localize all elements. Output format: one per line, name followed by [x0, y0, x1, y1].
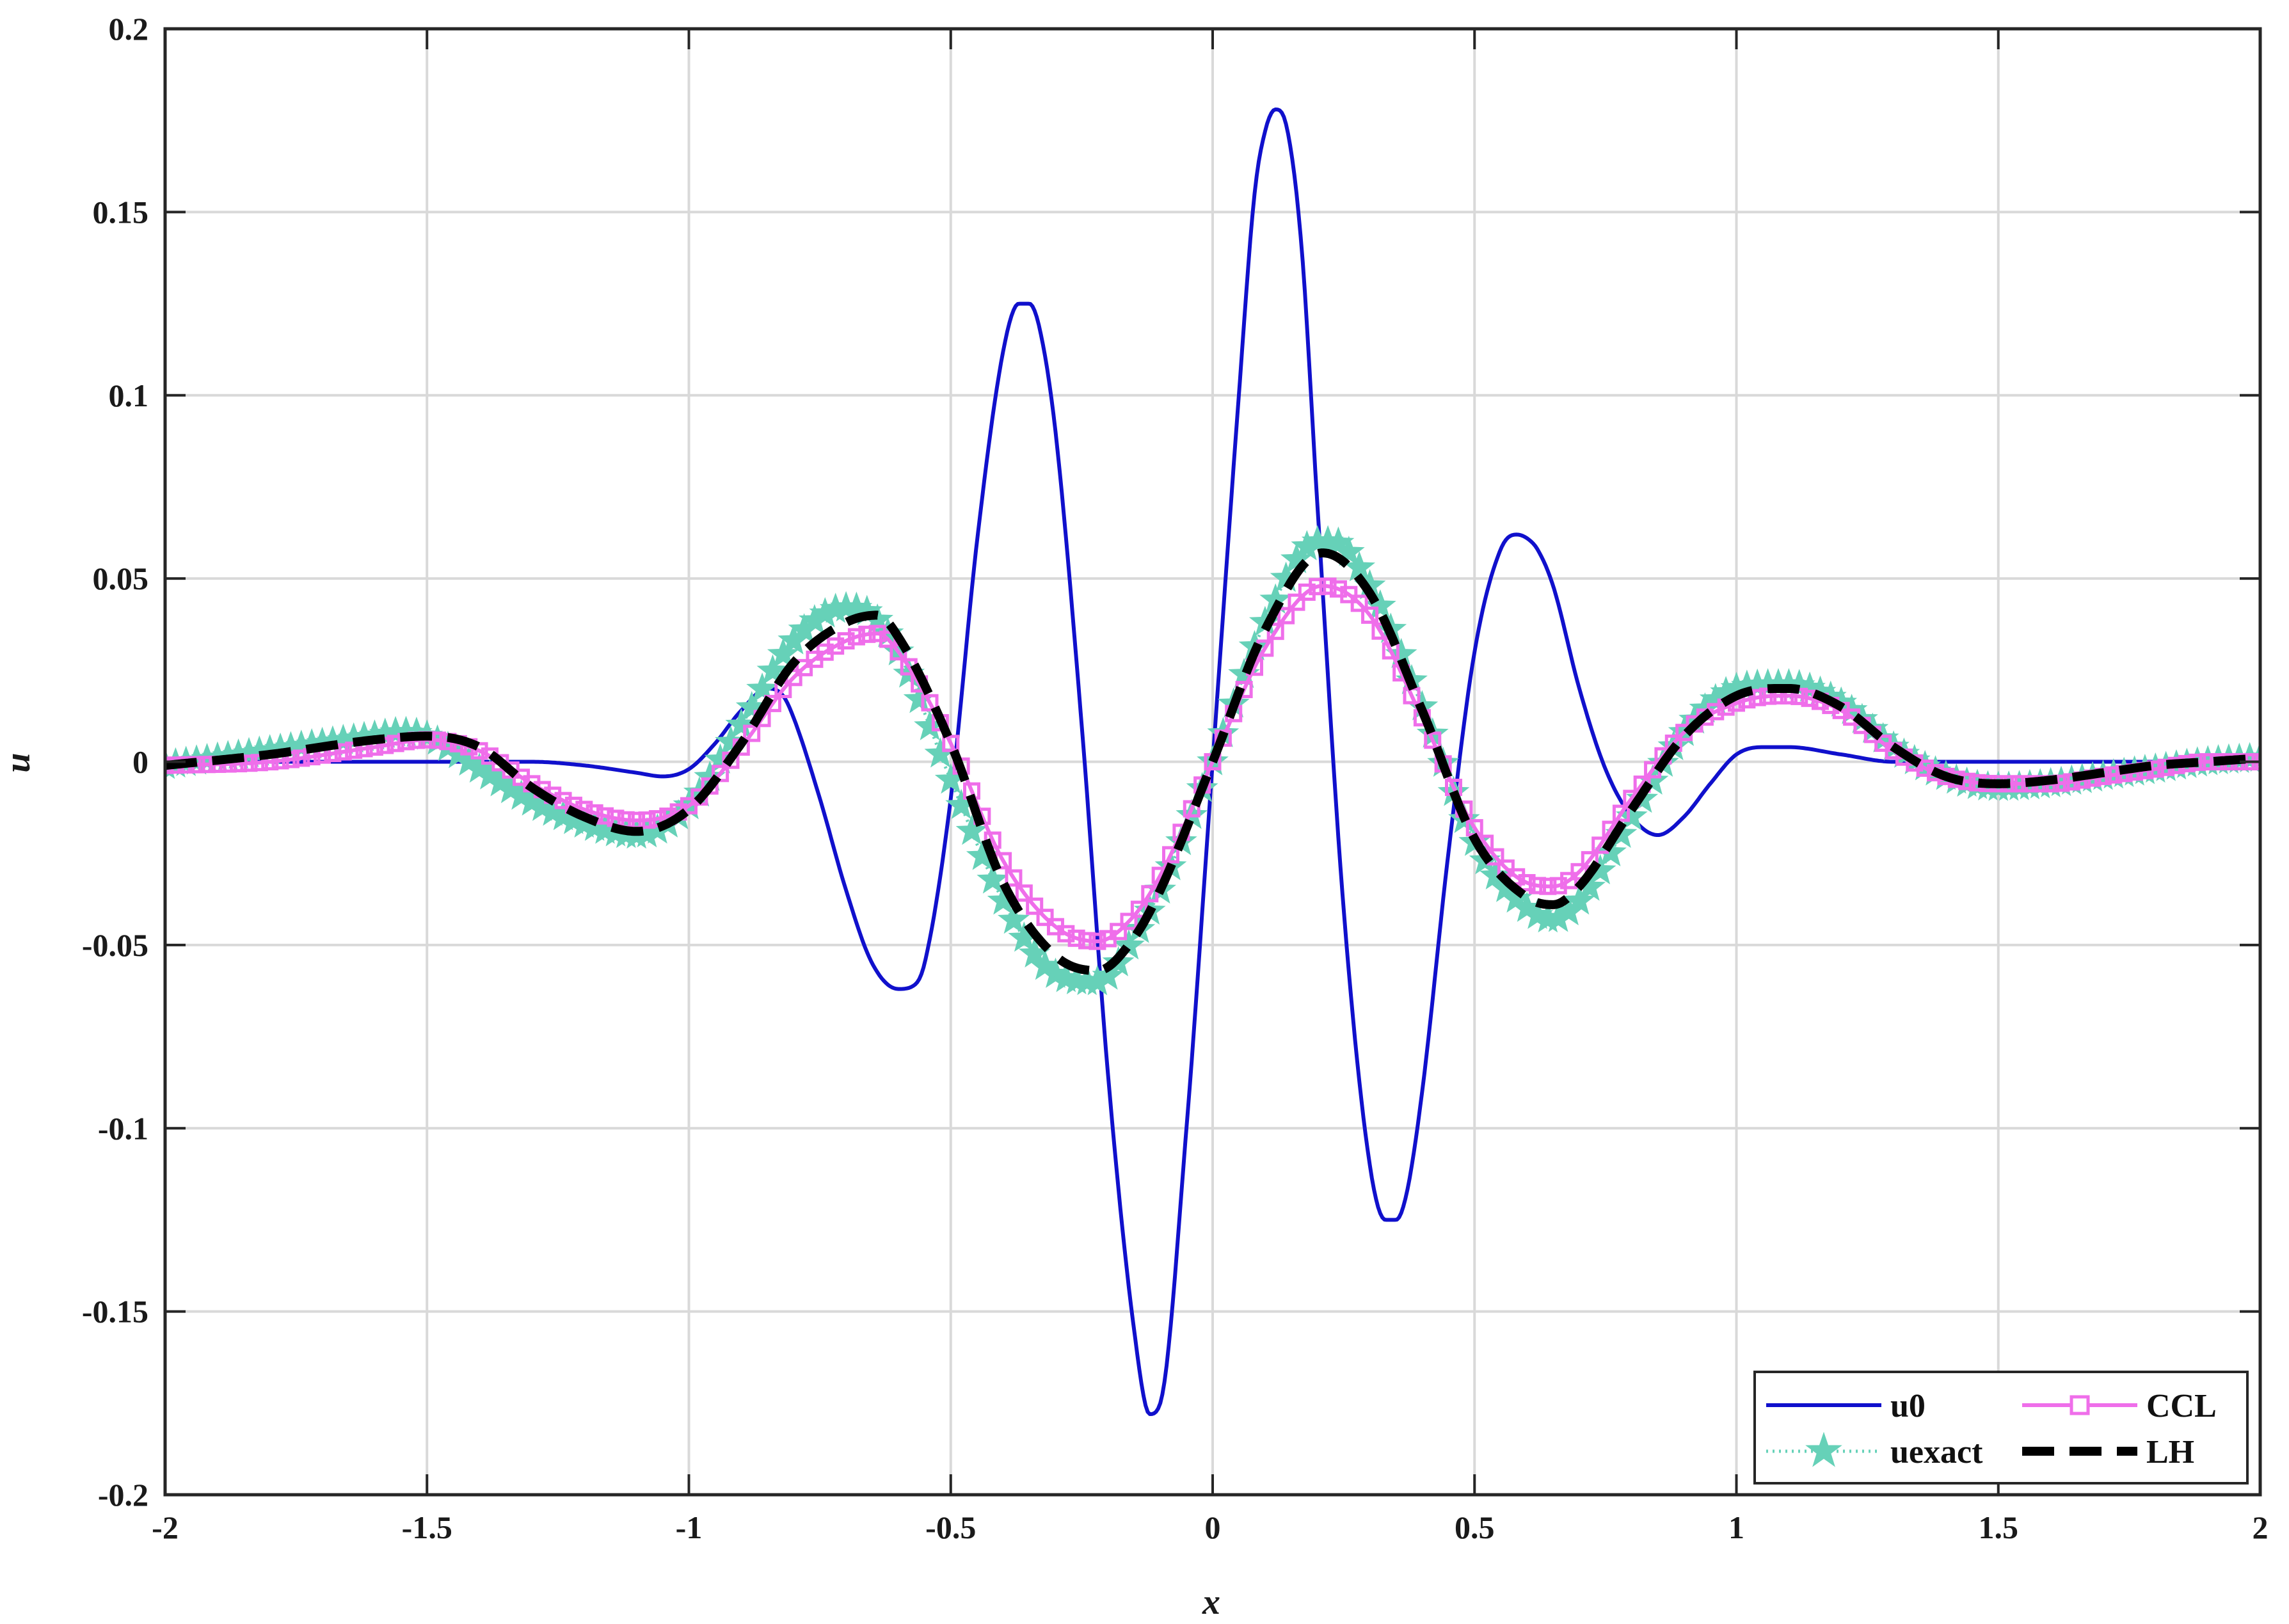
- ccl-square-marker: [837, 632, 855, 649]
- legend-label-u0: u0: [1890, 1388, 1926, 1424]
- ccl-square-marker: [1015, 884, 1033, 902]
- ccl-square-marker: [942, 735, 960, 752]
- ccl-square-marker: [470, 742, 488, 760]
- ccl-square-marker: [292, 749, 310, 767]
- uexact-star-marker: [1113, 929, 1145, 960]
- y-tick-label: -0.05: [82, 927, 148, 963]
- legend-item-uexact: uexact: [1766, 1431, 1983, 1470]
- ccl-square-marker: [827, 637, 845, 655]
- ccl-square-marker: [240, 754, 258, 772]
- plot-area: [165, 107, 2260, 1416]
- ccl-square-marker: [1748, 689, 1766, 706]
- ccl-square-marker: [1350, 594, 1368, 612]
- x-tick-label: 0.5: [1455, 1509, 1495, 1545]
- ccl-square-marker: [743, 724, 761, 742]
- ccl-square-marker: [1141, 885, 1159, 903]
- uexact-star-marker: [977, 863, 1009, 894]
- y-tick-label: -0.2: [98, 1477, 148, 1513]
- uexact-star-marker: [746, 672, 778, 703]
- uexact-star-marker: [756, 654, 789, 685]
- legend-label-ccl: CCL: [2146, 1388, 2217, 1424]
- uexact-star-marker: [767, 637, 799, 668]
- ccl-square-marker: [638, 811, 656, 829]
- legend-ccl-marker: [2070, 1395, 2090, 1415]
- ccl-square-marker: [1067, 929, 1085, 947]
- ccl-square-marker: [1026, 897, 1044, 915]
- y-tick-label: 0.1: [109, 378, 149, 413]
- ccl-square-marker: [334, 743, 352, 761]
- uexact-star-marker: [1364, 589, 1396, 620]
- ccl-square-marker: [1424, 731, 1442, 749]
- ccl-square-marker: [1528, 877, 1546, 895]
- ccl-square-marker: [2062, 773, 2080, 791]
- x-tick-label: -0.5: [925, 1509, 976, 1545]
- ccl-square-marker: [1549, 877, 1567, 895]
- legend-uexact-marker: [1805, 1431, 1842, 1467]
- ticks: -2 -1.5 -1 -0.5 0 0.5 1 1.5 2 0.2 0.15 0.1 0.05 0 -0.0…: [82, 11, 2269, 1545]
- ccl-square-marker: [680, 797, 698, 815]
- x-axis-title: x: [1202, 1582, 1220, 1622]
- x-tick-label: 2: [2253, 1509, 2269, 1545]
- uexact-star-marker: [998, 903, 1030, 934]
- ccl-square-marker: [1539, 877, 1557, 895]
- x-tick-label: -1.5: [402, 1509, 452, 1545]
- ccl-square-marker: [1162, 846, 1180, 864]
- legend: u0 CCL uexact LH: [1753, 1371, 2249, 1485]
- ccl-square-marker: [554, 792, 572, 809]
- ccl-square-marker: [1005, 869, 1023, 887]
- ccl-square-marker: [1340, 585, 1358, 603]
- ccl-square-marker: [858, 625, 876, 643]
- y-tick-label: -0.1: [98, 1110, 148, 1146]
- y-axis-title: u: [0, 752, 38, 772]
- uexact-star-marker: [955, 814, 988, 845]
- ccl-square-marker: [1361, 606, 1379, 624]
- y-tick-label: 0.2: [109, 11, 149, 47]
- ccl-square-marker: [1120, 912, 1138, 930]
- ccl-square-marker: [1560, 872, 1578, 889]
- legend-item-u0: u0: [1766, 1388, 1926, 1424]
- y-tick-label: 0.05: [93, 561, 149, 596]
- ccl-square-marker: [2105, 766, 2123, 784]
- ccl-square-marker: [596, 807, 614, 825]
- ccl-square-marker: [1612, 804, 1630, 822]
- legend-box: [1753, 1371, 2249, 1485]
- x-tick-label: 1.5: [1979, 1509, 2019, 1545]
- ccl-square-marker: [1036, 909, 1054, 927]
- y-tick-label: -0.15: [82, 1294, 148, 1330]
- legend-item-ccl: CCL: [2022, 1388, 2217, 1424]
- ccl-square-marker: [921, 694, 939, 712]
- ccl-square-marker: [376, 736, 394, 754]
- x-tick-label: -1: [676, 1509, 703, 1545]
- legend-label-lh: LH: [2146, 1434, 2194, 1470]
- ccl-square-marker: [648, 810, 666, 828]
- ccl-square-marker: [1110, 923, 1128, 941]
- x-tick-label: 0: [1205, 1509, 1221, 1545]
- legend-label-uexact: uexact: [1890, 1434, 1983, 1470]
- x-tick-label: -2: [152, 1509, 179, 1545]
- ccl-square-marker: [1057, 925, 1075, 943]
- ccl-square-marker: [1089, 932, 1106, 950]
- ccl-square-marker: [387, 735, 404, 752]
- ccl-square-marker: [1518, 874, 1536, 892]
- uexact-star-marker: [1092, 959, 1124, 990]
- y-tick-label: 0: [132, 744, 148, 780]
- uexact-star-marker: [1332, 536, 1365, 566]
- ccl-square-marker: [847, 628, 865, 646]
- ccl-square-marker: [1183, 800, 1200, 818]
- y-tick-label: 0.15: [93, 194, 149, 230]
- ccl-square-marker: [1277, 607, 1295, 625]
- ccl-square-marker: [1309, 578, 1327, 596]
- uexact-star-marker: [1563, 884, 1595, 915]
- series-lh-line: [165, 548, 2260, 976]
- ccl-square-marker: [1288, 593, 1305, 611]
- x-tick-label: 1: [1728, 1509, 1744, 1545]
- ccl-square-marker: [1319, 577, 1337, 595]
- ccl-square-marker: [1916, 760, 1934, 777]
- ccl-square-marker: [1078, 932, 1096, 950]
- legend-item-lh: LH: [2022, 1434, 2194, 1470]
